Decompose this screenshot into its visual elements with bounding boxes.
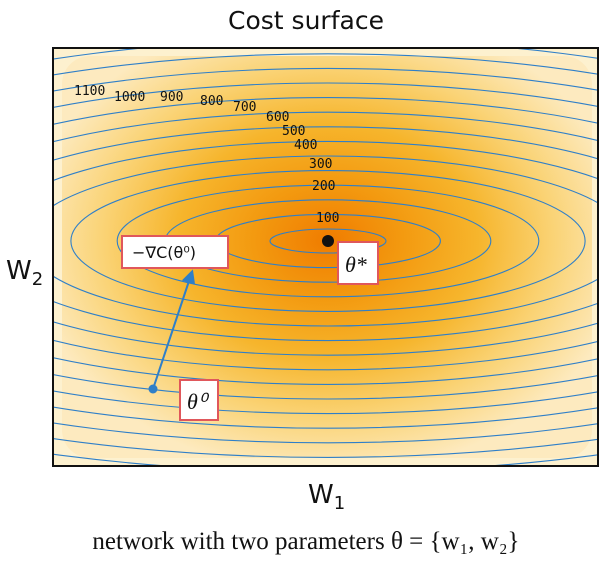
optimum-label: θ* xyxy=(345,252,367,277)
level-label-900: 900 xyxy=(160,90,183,105)
optimum-label-box: θ* xyxy=(337,241,379,285)
contour-lines xyxy=(53,48,598,466)
level-label-1100: 1100 xyxy=(74,84,105,99)
contour-line xyxy=(53,155,598,327)
contour-line xyxy=(53,438,598,458)
contour-line xyxy=(53,140,598,342)
heatmap-fill xyxy=(62,56,592,458)
level-label-600: 600 xyxy=(266,110,289,125)
y-axis-label: W2 xyxy=(6,256,43,290)
chart-title: Cost surface xyxy=(228,6,384,35)
start-point xyxy=(148,384,158,394)
level-label-1000: 1000 xyxy=(114,90,145,105)
plot-frame xyxy=(52,47,599,467)
contour-line xyxy=(53,126,598,356)
level-label-500: 500 xyxy=(282,124,305,139)
gradient-label-box: −∇C(θ⁰) xyxy=(121,235,229,269)
contour-line xyxy=(116,184,540,298)
optimum-point xyxy=(322,235,334,247)
contour-line xyxy=(53,82,598,400)
level-label-100: 100 xyxy=(316,211,339,226)
contour-line xyxy=(70,170,586,312)
contour-level-labels: 100 200 300 400 500 600 700 800 900 1000… xyxy=(74,84,339,226)
contour-line xyxy=(53,53,598,429)
contour-line xyxy=(53,48,598,444)
contour-line xyxy=(53,111,598,371)
gradient-arrow xyxy=(152,269,196,390)
contour-line xyxy=(53,67,598,415)
level-label-400: 400 xyxy=(294,138,317,153)
plot-area xyxy=(52,47,599,467)
contour-line xyxy=(53,97,598,385)
level-label-800: 800 xyxy=(200,94,223,109)
level-label-200: 200 xyxy=(312,179,335,194)
gradient-label: −∇C(θ⁰) xyxy=(132,243,196,262)
x-axis-label: W1 xyxy=(308,480,345,514)
figure-caption: network with two parameters θ = {w₁, w₂} xyxy=(92,528,520,555)
level-label-700: 700 xyxy=(233,100,256,115)
start-label-box: θ⁰ xyxy=(179,379,219,421)
start-label: θ⁰ xyxy=(187,389,210,414)
contour-line xyxy=(269,228,387,254)
level-label-300: 300 xyxy=(309,157,332,172)
